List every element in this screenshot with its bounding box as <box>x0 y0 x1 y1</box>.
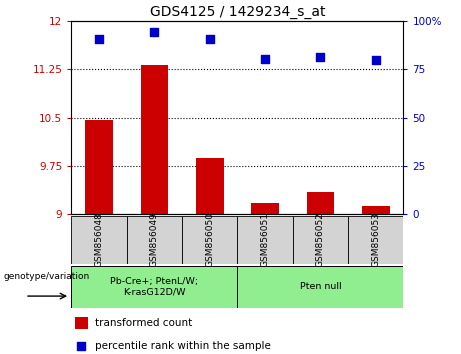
Text: GSM856051: GSM856051 <box>260 212 270 267</box>
Text: genotype/variation: genotype/variation <box>4 272 90 281</box>
Bar <box>251 203 279 214</box>
Text: Pten null: Pten null <box>300 282 341 291</box>
Bar <box>141 65 168 214</box>
Text: GSM856052: GSM856052 <box>316 212 325 267</box>
Point <box>261 56 269 61</box>
Bar <box>348 216 403 264</box>
Bar <box>307 192 334 214</box>
Text: Pb-Cre+; PtenL/W;
K-rasG12D/W: Pb-Cre+; PtenL/W; K-rasG12D/W <box>110 277 199 296</box>
Point <box>95 36 103 42</box>
Text: percentile rank within the sample: percentile rank within the sample <box>95 341 271 352</box>
Text: transformed count: transformed count <box>95 318 192 329</box>
Bar <box>71 266 237 308</box>
Bar <box>362 206 390 214</box>
Point <box>317 54 324 59</box>
Bar <box>196 158 224 214</box>
Bar <box>237 266 403 308</box>
Bar <box>182 216 237 264</box>
Text: GSM856048: GSM856048 <box>95 212 104 267</box>
Bar <box>85 120 113 214</box>
Point <box>78 343 85 349</box>
Title: GDS4125 / 1429234_s_at: GDS4125 / 1429234_s_at <box>150 5 325 19</box>
Bar <box>293 216 348 264</box>
Point <box>151 29 158 34</box>
Bar <box>237 216 293 264</box>
Bar <box>71 216 127 264</box>
Text: GSM856049: GSM856049 <box>150 212 159 267</box>
Text: GSM856053: GSM856053 <box>371 212 380 267</box>
Point <box>206 36 213 41</box>
Point <box>372 57 379 63</box>
Bar <box>127 216 182 264</box>
Text: GSM856050: GSM856050 <box>205 212 214 267</box>
Bar <box>75 318 88 329</box>
